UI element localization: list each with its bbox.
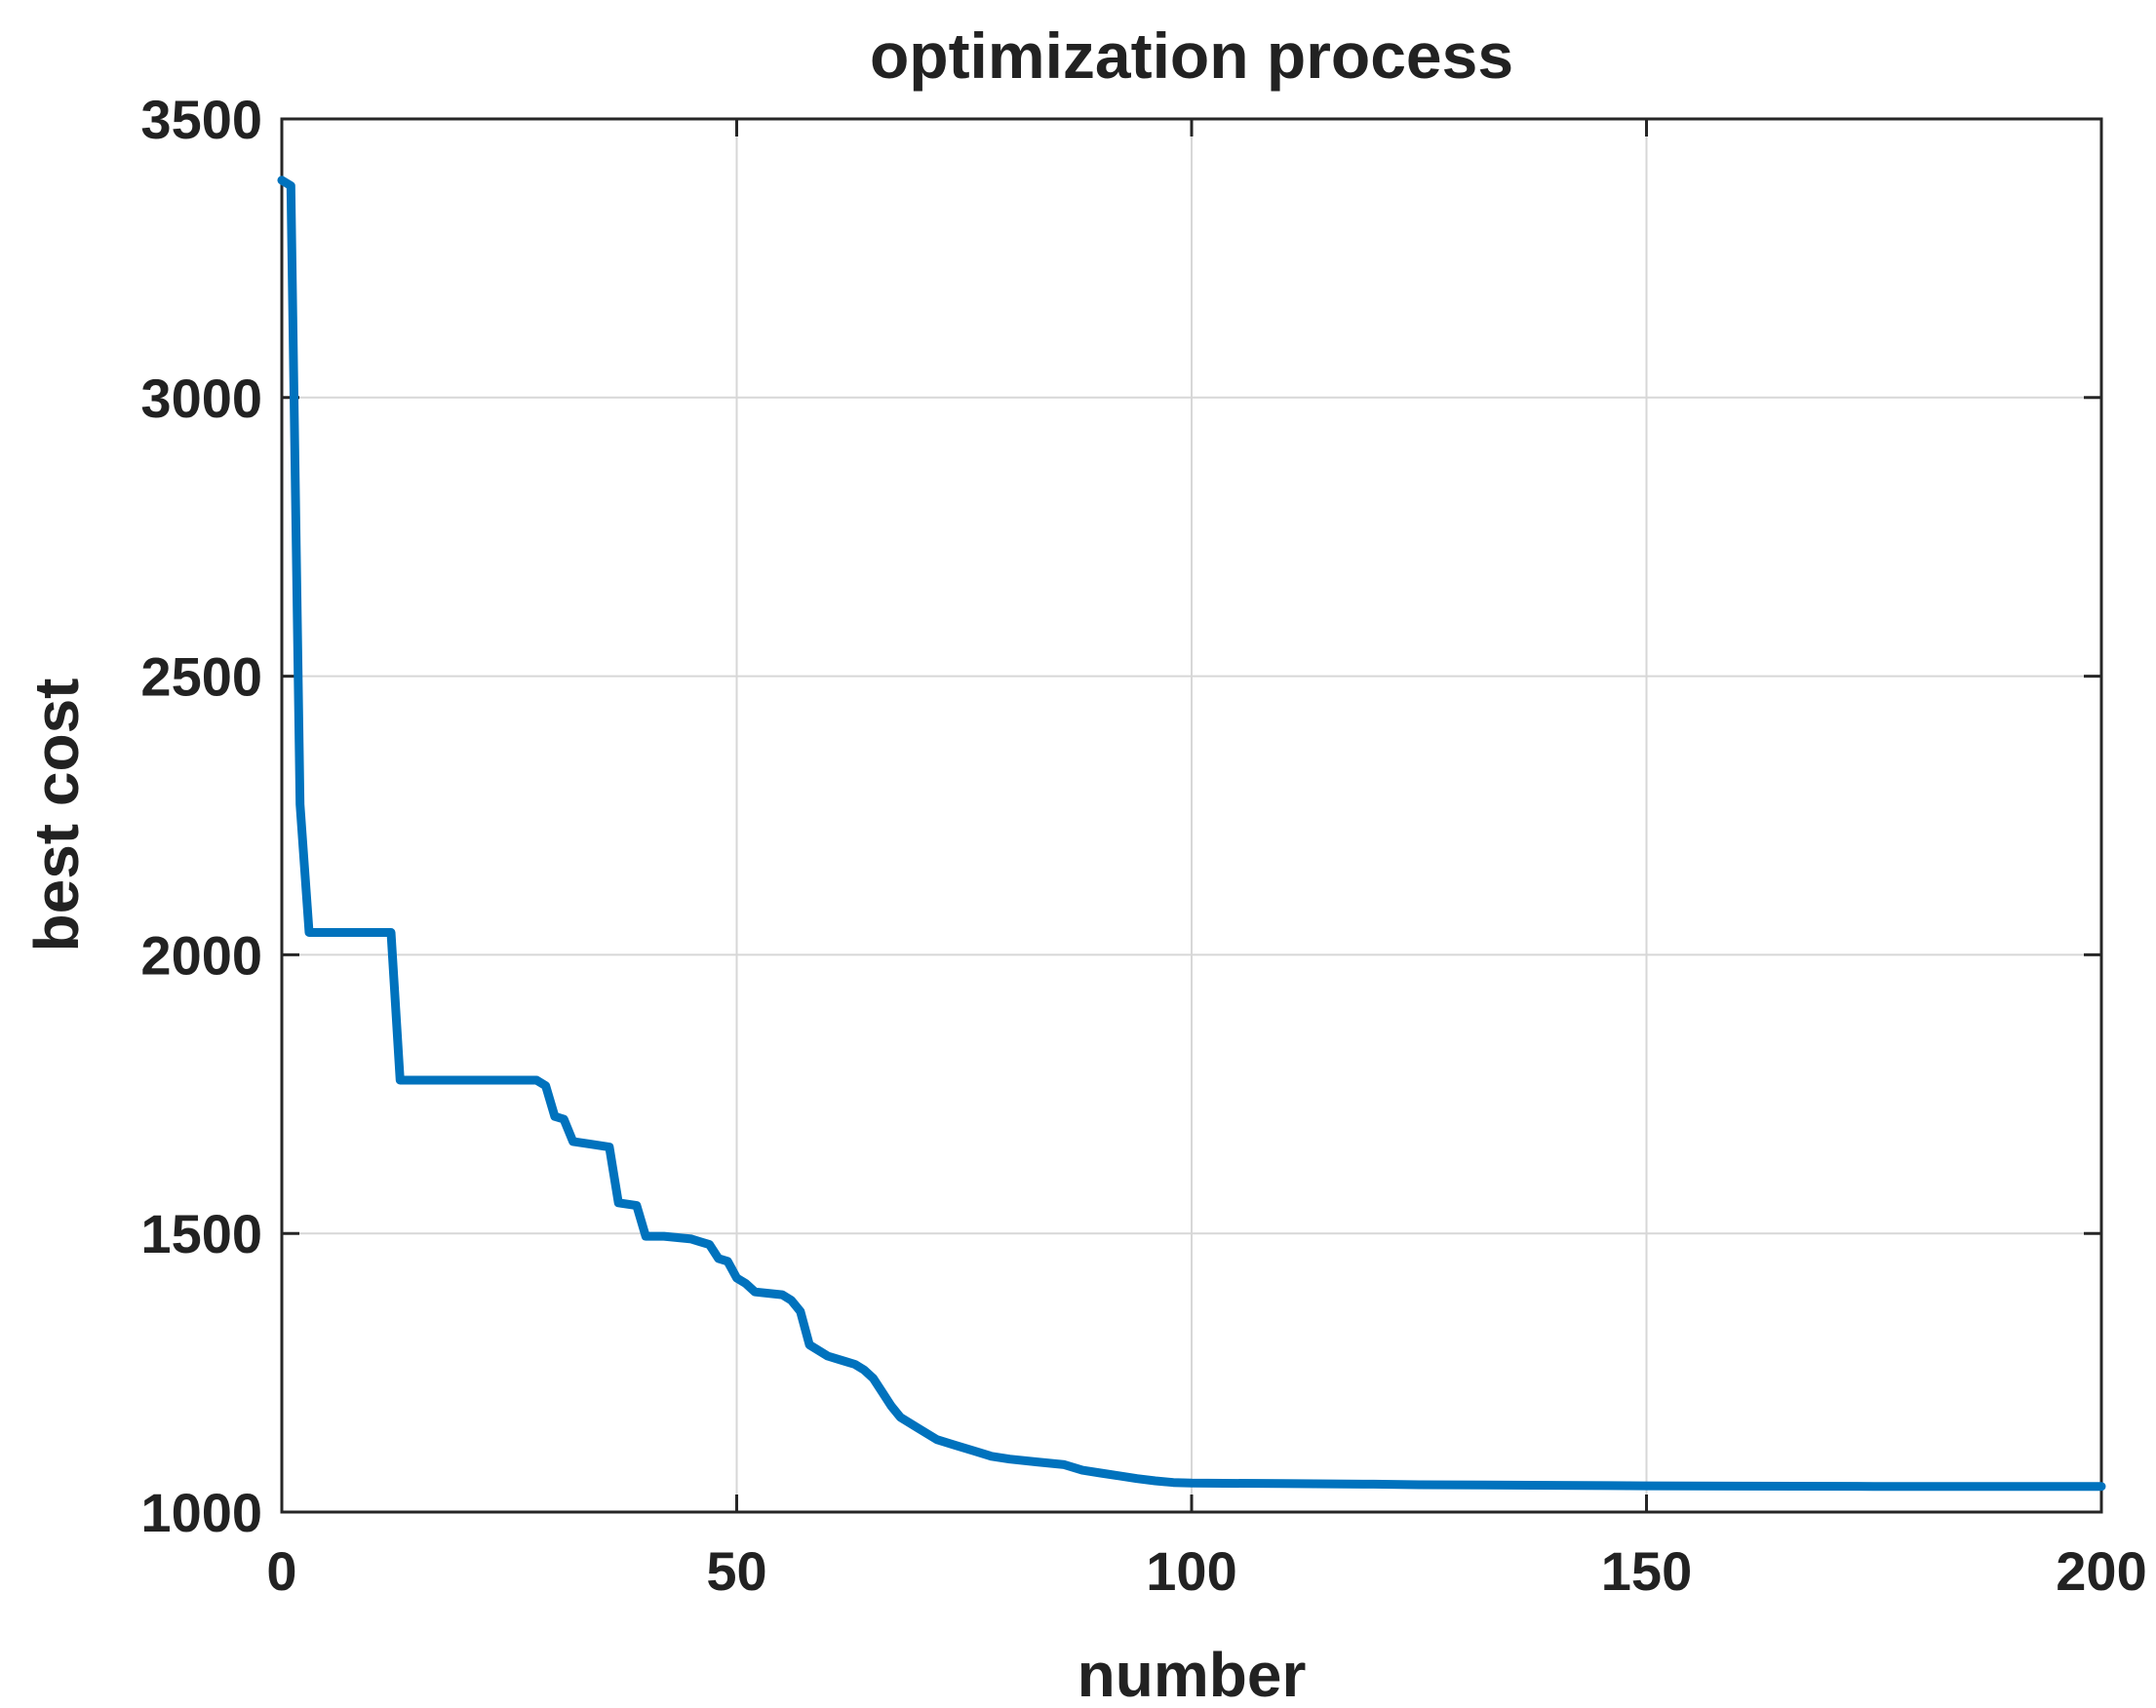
grid [282,119,2101,1512]
x-axis-label: number [1078,1640,1307,1708]
y-tick-label: 3500 [140,89,262,150]
tick-marks [280,117,2103,1514]
y-tick-label: 2500 [140,646,262,708]
y-tick-label: 3000 [140,368,262,429]
y-tick-label: 2000 [140,924,262,986]
y-tick-label: 1000 [140,1482,262,1543]
x-tick-label: 100 [1146,1540,1236,1602]
series-layer [277,175,2106,1492]
x-tick-label: 50 [706,1540,766,1602]
y-tick-label: 1500 [140,1203,262,1264]
y-axis-label: best cost [21,679,92,952]
x-tick-label: 200 [2056,1540,2146,1602]
tick-labels: 0 50 100 150 200 1000 1500 2000 2500 3000 3500 [140,89,2146,1602]
chart-title: optimization process [870,19,1513,92]
best-cost-line [277,175,2106,1492]
x-tick-label: 0 [266,1540,296,1602]
x-tick-label: 150 [1601,1540,1692,1602]
